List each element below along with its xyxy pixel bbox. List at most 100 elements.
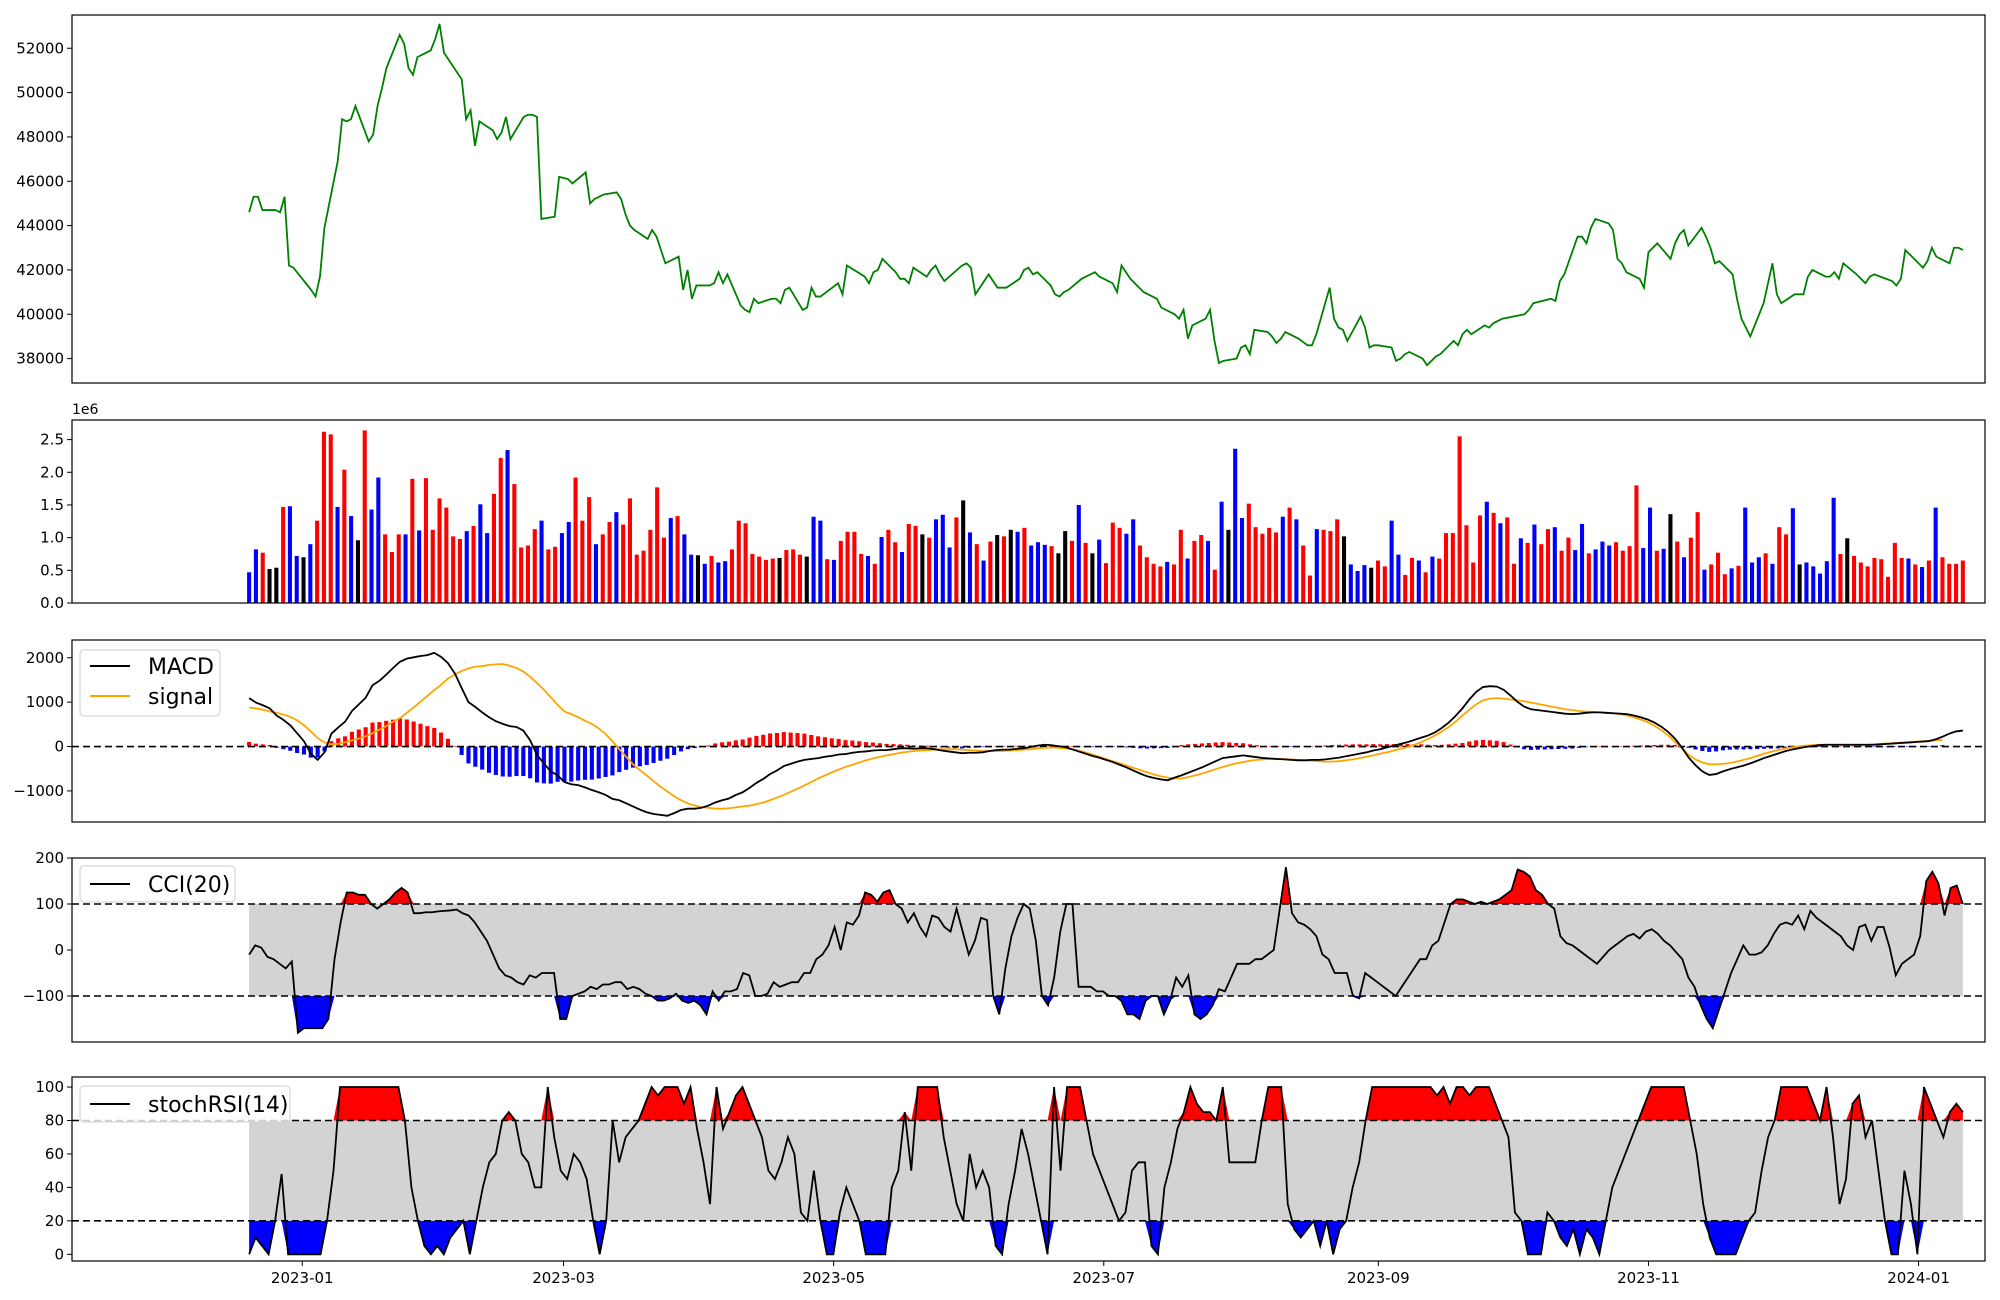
volume-bar: [519, 547, 524, 603]
volume-bar: [1369, 567, 1374, 603]
volume-bar: [1675, 541, 1680, 603]
volume-bar: [770, 558, 775, 603]
volume-bar: [995, 535, 1000, 603]
macd-histogram-bar: [1892, 746, 1897, 748]
volume-bar: [1396, 554, 1401, 603]
macd-histogram-bar: [418, 723, 423, 747]
macd-histogram-bar: [493, 746, 498, 775]
volume-bar: [913, 525, 918, 603]
macd-histogram-bar: [1851, 746, 1856, 748]
volume-bar: [906, 523, 911, 603]
macd-histogram-bar: [1734, 746, 1739, 750]
macd-histogram-bar: [1816, 746, 1821, 748]
volume-bar: [1008, 529, 1013, 603]
volume-bar: [410, 478, 415, 603]
macd-histogram-bar: [500, 746, 505, 777]
volume-offset-text: 1e6: [72, 402, 99, 418]
volume-bar: [1219, 501, 1224, 603]
macd-histogram-bar: [809, 735, 814, 747]
volume-bar: [1035, 542, 1041, 603]
signal-legend-label: signal: [148, 685, 213, 710]
macd-histogram-bar: [788, 732, 793, 747]
macd-histogram-bar: [1206, 742, 1211, 747]
volume-bar: [1960, 560, 1965, 603]
stochrsi-panel: 0 20 40 60 80 100: [35, 1076, 1986, 1263]
volume-bar: [1001, 536, 1007, 603]
volume-bar: [1335, 519, 1340, 603]
macd-histogram-bar: [740, 739, 745, 747]
volume-bar: [539, 520, 544, 603]
volume-bar: [478, 504, 483, 603]
volume-bar: [1097, 539, 1102, 603]
volume-bar: [587, 497, 592, 603]
price-ytick-label: 48000: [16, 128, 64, 146]
macd-histogram-bar: [836, 738, 841, 747]
macd-histogram-bar: [1186, 744, 1191, 747]
macd-line: [248, 651, 1963, 817]
volume-bar: [1818, 573, 1823, 603]
macd-histogram-bar: [384, 720, 389, 747]
macd-histogram-bar: [1289, 746, 1294, 748]
macd-histogram-bar: [1350, 744, 1355, 747]
volume-bar: [1178, 529, 1183, 603]
volume-bar: [1954, 563, 1959, 603]
volume-bar: [1443, 533, 1449, 603]
stochrsi-overbought-fill: [249, 1087, 1963, 1121]
macd-histogram-bar: [1556, 746, 1561, 749]
volume-bar: [1865, 566, 1870, 603]
macd-histogram-bar: [1542, 746, 1547, 750]
volume-bar: [689, 554, 694, 603]
macd-histogram-bar: [1090, 746, 1095, 748]
macd-histogram-bar: [459, 746, 464, 755]
volume-bar: [1226, 529, 1231, 603]
volume-bar: [1505, 517, 1510, 603]
volume-bar: [1579, 523, 1585, 603]
volume-bar: [1124, 533, 1129, 603]
macd-histogram-bar: [1432, 744, 1438, 747]
volume-bar: [1110, 522, 1115, 603]
volume-bar: [614, 512, 619, 603]
volume-bar: [444, 507, 449, 603]
volume-bar: [1049, 546, 1054, 603]
volume-bar: [505, 450, 510, 603]
macd-histogram-bar: [1254, 745, 1259, 747]
x-tick-label: 2023-03: [532, 1269, 595, 1287]
volume-bar: [784, 550, 789, 603]
volume-bar: [1246, 503, 1251, 603]
volume-bar: [1872, 557, 1877, 603]
volume-bar: [743, 523, 748, 603]
stochrsi-ytick-label: 100: [35, 1078, 64, 1096]
stochrsi-ytick-label: 0: [54, 1245, 64, 1263]
price-ytick-label: 42000: [16, 261, 64, 279]
volume-bar: [1375, 560, 1381, 603]
macd-histogram-bar: [528, 746, 533, 779]
volume-bar: [607, 521, 612, 603]
volume-bar: [1328, 531, 1333, 603]
macd-histogram-bar: [1707, 746, 1712, 752]
macd-ytick-label: 2000: [26, 649, 64, 667]
macd-ytick-label: 1000: [26, 693, 64, 711]
macd-histogram-bar: [260, 744, 265, 747]
macd-histogram-bar: [1179, 744, 1184, 747]
stochrsi-legend-label: stochRSI(14): [148, 1093, 289, 1118]
volume-bar: [1613, 542, 1619, 603]
volume-bar: [1716, 552, 1721, 603]
macd-histogram-bar: [843, 740, 848, 747]
volume-bar: [362, 430, 367, 603]
stochrsi-ytick-label: 80: [45, 1111, 64, 1129]
volume-bar: [1559, 550, 1564, 603]
macd-histogram-bar: [576, 746, 581, 781]
volume-bar: [1763, 553, 1768, 603]
macd-histogram-bar: [397, 718, 402, 747]
volume-bar: [702, 563, 707, 603]
stochrsi-ytick-label: 60: [45, 1145, 64, 1163]
macd-histogram-bar: [891, 744, 896, 747]
price-frame: [71, 14, 1986, 384]
volume-bar: [845, 531, 850, 603]
volume-bar: [1518, 538, 1523, 603]
volume-bar: [260, 552, 265, 603]
volume-bar: [872, 563, 877, 603]
macd-histogram-bar: [1247, 744, 1252, 747]
price-line: [248, 23, 1964, 367]
volume-bar: [859, 553, 864, 603]
